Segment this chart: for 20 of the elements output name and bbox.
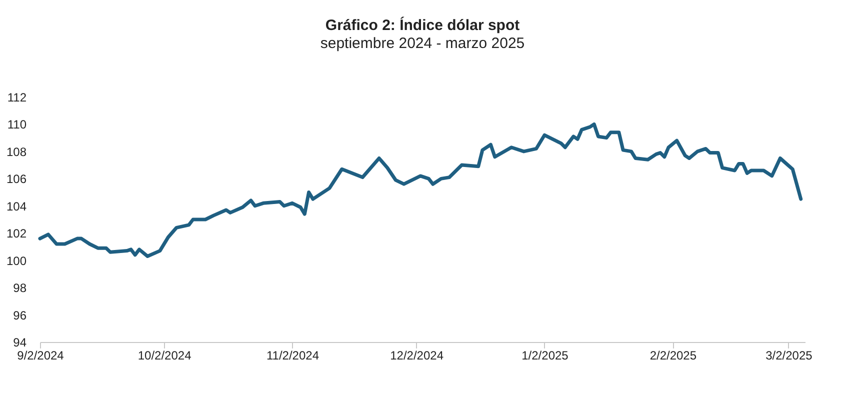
y-tick-label: 112 — [7, 90, 27, 104]
y-tick-label: 100 — [6, 254, 27, 268]
y-tick-label: 110 — [7, 118, 27, 132]
x-tick-label: 1/2/2025 — [522, 348, 569, 362]
chart-title: Gráfico 2: Índice dólar spot — [325, 16, 520, 34]
x-tick-label: 12/2/2024 — [390, 348, 444, 362]
y-tick-label: 98 — [13, 281, 27, 296]
chart-subtitle: septiembre 2024 - marzo 2025 — [320, 35, 525, 52]
y-tick-label: 106 — [6, 172, 27, 186]
line-series — [38, 122, 803, 258]
x-tick-label: 9/2/2024 — [17, 348, 64, 362]
x-tick-label: 2/2/2025 — [650, 348, 697, 362]
y-tick-label: 108 — [6, 144, 27, 159]
x-tick-label: 11/2/2024 — [266, 348, 320, 362]
y-tick-label: 104 — [6, 199, 27, 214]
y-tick-label: 96 — [13, 308, 27, 322]
y-tick-label: 102 — [6, 226, 27, 241]
x-tick-label: 3/2/2025 — [766, 348, 813, 362]
x-tick-label: 10/2/2024 — [138, 348, 192, 362]
y-tick-label: 94 — [13, 336, 27, 350]
